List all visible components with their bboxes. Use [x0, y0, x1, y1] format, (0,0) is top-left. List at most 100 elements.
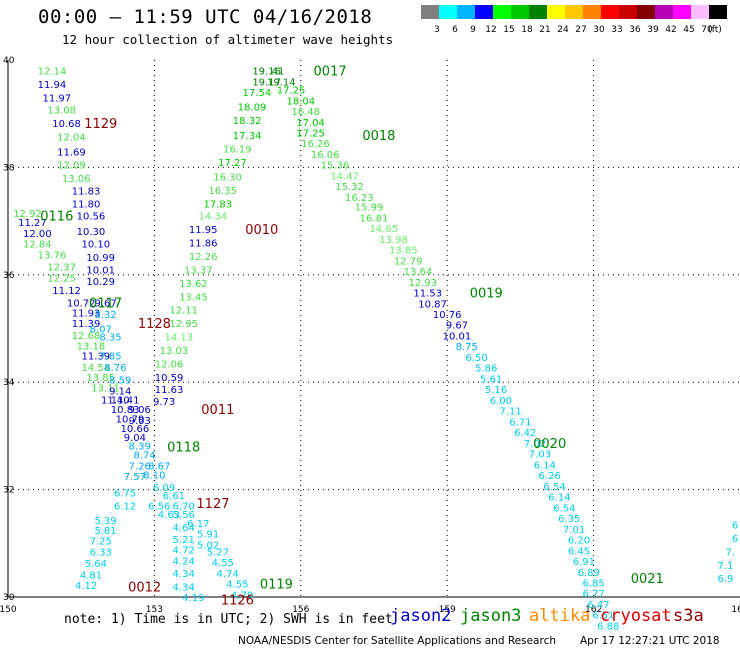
colorbar-swatch	[637, 5, 655, 19]
wave-height-value: 6	[732, 521, 738, 532]
wave-height-value: 14.34	[199, 212, 228, 223]
wave-height-value: 6.00	[490, 396, 512, 407]
wave-height-value: 11.80	[72, 199, 101, 210]
colorbar-swatch	[565, 5, 583, 19]
wave-height-value: 12.14	[38, 67, 67, 78]
wave-height-value: 13.18	[77, 342, 106, 353]
colorbar-tick-label: 18	[521, 25, 533, 35]
colorbar-swatch	[583, 5, 601, 19]
legend-s3a: s3a	[673, 606, 704, 626]
colorbar-tick-label: 21	[539, 25, 550, 35]
colorbar-swatch	[709, 5, 727, 19]
colorbar-swatch	[547, 5, 565, 19]
wave-height-value: 6.14	[534, 460, 556, 471]
wave-height-value: 12.68	[72, 331, 101, 342]
wave-height-value: 8.75	[456, 342, 478, 353]
wave-height-value: 6.85	[582, 579, 604, 590]
footer-timestamp: Apr 17 12:27:21 UTC 2018	[580, 635, 720, 647]
wave-height-value: 13.85	[86, 373, 115, 384]
wave-height-value: 4.64	[173, 523, 195, 534]
wave-height-value: 10.01	[443, 331, 472, 342]
x-tick-label: 150	[0, 605, 17, 615]
wave-height-value: 16.19	[223, 145, 252, 156]
wave-height-value: 10.87	[418, 299, 447, 310]
colorbar-tick-label: 30	[593, 25, 605, 35]
wave-height-value: 19.16	[252, 67, 281, 78]
wave-height-value: 7.02	[524, 439, 546, 450]
colorbar-swatch	[439, 5, 457, 19]
wave-height-value: 7.1	[717, 561, 733, 572]
wave-height-value: 7.11	[500, 407, 522, 418]
wave-height-value: 11.83	[72, 186, 101, 197]
wave-height-value: 4.81	[80, 570, 102, 581]
wave-height-value: 8.32	[94, 310, 116, 321]
wave-height-value: 17.83	[204, 199, 233, 210]
wave-height-value: 9.67	[446, 321, 468, 332]
colorbar-tick-label: 27	[575, 25, 586, 35]
wave-height-value: 6.91	[573, 557, 595, 568]
wave-height-value: 5.91	[197, 530, 219, 541]
pass-time-label: 0117	[89, 297, 122, 312]
wave-height-value: 9.06	[129, 405, 151, 416]
wave-height-value: 4.55	[212, 558, 234, 569]
colorbar-swatch	[655, 5, 673, 19]
wave-height-value: 14.47	[330, 171, 359, 182]
colorbar-tick-label: 33	[611, 25, 622, 35]
wave-height-value: 14.13	[164, 333, 193, 344]
colorbar-swatch	[493, 5, 511, 19]
wave-height-value: 5.16	[485, 385, 507, 396]
wave-height-value: 6.70	[173, 502, 195, 513]
footer-note: note: 1) Time is in UTC; 2) SWH is in fe…	[64, 612, 393, 627]
wave-height-value: 9.14	[109, 386, 131, 397]
colorbar-tick-label: 6	[452, 25, 458, 35]
chart-subtitle: 12 hour collection of altimeter wave hei…	[62, 32, 394, 47]
wave-height-value: 10.76	[433, 310, 462, 321]
wave-height-value: 11.39	[82, 351, 111, 362]
wave-height-value: 6.56	[148, 502, 170, 513]
wave-height-value: 15.32	[335, 182, 364, 193]
wave-height-value: 16.06	[311, 150, 340, 161]
colorbar-swatch	[421, 5, 439, 19]
pass-time-label: 0020	[533, 437, 566, 452]
wave-height-value: 18.32	[233, 116, 262, 127]
wave-height-value: 13.85	[389, 246, 418, 257]
wave-height-value: 6.71	[509, 417, 531, 428]
wave-height-value: 10.99	[86, 253, 115, 264]
pass-time-label: 0010	[245, 223, 278, 238]
wave-height-value: 6.50	[465, 353, 487, 364]
wave-height-value: 11.86	[189, 239, 218, 250]
wave-height-value: 5.56	[173, 510, 195, 521]
wave-height-value: 6.26	[539, 471, 561, 482]
y-tick-label: 36	[3, 271, 15, 281]
wave-height-value: 10.29	[86, 277, 115, 288]
pass-time-label: 0021	[631, 572, 664, 587]
wave-height-value: 5.61	[480, 374, 502, 385]
wave-height-value: 6.75	[114, 488, 136, 499]
wave-height-value: 10.83	[111, 405, 140, 416]
wave-height-value: 19.14	[267, 77, 296, 88]
footer-credit: NOAA/NESDIS Center for Satellite Applica…	[238, 635, 556, 647]
wave-height-value: 13.45	[179, 292, 208, 303]
wave-height-value: 17.25	[296, 128, 325, 139]
wave-height-value: 17.25	[277, 86, 306, 97]
wave-height-value: 18.04	[286, 96, 315, 107]
colorbar-tick-label: 42	[665, 25, 676, 35]
colorbar-swatch	[673, 5, 691, 19]
wave-height-value: 7.03	[529, 450, 551, 461]
wave-height-value: 6.42	[514, 428, 536, 439]
wave-height-value: 4.72	[173, 546, 195, 557]
wave-height-value: 17.27	[218, 158, 247, 169]
wave-height-value: 7.26	[129, 461, 151, 472]
wave-height-value: 4.55	[226, 580, 248, 591]
wave-height-value: 9.03	[129, 416, 151, 427]
colorbar-swatch	[601, 5, 619, 19]
wave-height-value: 11.12	[52, 286, 81, 297]
wave-height-value: 15.99	[355, 203, 384, 214]
wave-height-value: 12.25	[47, 273, 76, 284]
pass-time-label: 1128	[138, 317, 171, 332]
colorbar-tick-label: 70	[701, 25, 713, 35]
wave-height-value: 13.64	[404, 267, 433, 278]
legend-jason2: jason2	[390, 606, 452, 626]
pass-time-label: 0011	[201, 403, 234, 418]
wave-height-value: 8.76	[104, 363, 126, 374]
